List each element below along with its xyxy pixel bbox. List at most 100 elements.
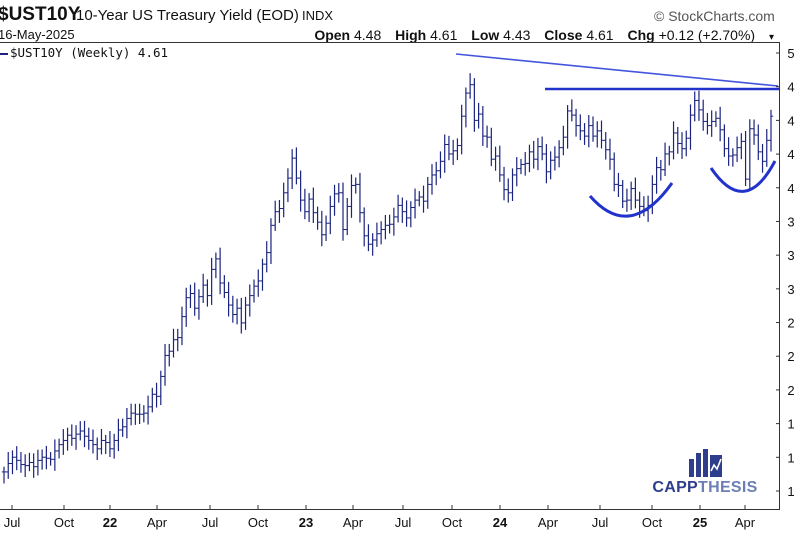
ohlc-bar xyxy=(141,405,147,423)
ohlc-bar xyxy=(612,152,617,192)
ohlc-bar xyxy=(573,108,579,137)
cup-arc-2 xyxy=(709,160,777,193)
ohlc-bar xyxy=(531,140,536,169)
logo-part2: THESIS xyxy=(698,479,758,496)
symbol-label: $UST10Y xyxy=(0,4,81,25)
ohlc-bar xyxy=(472,78,477,132)
ohlc-bar xyxy=(692,91,697,122)
bar-chart-icon xyxy=(689,449,722,477)
ohlc-bar xyxy=(455,138,460,161)
ohlc-bar xyxy=(226,281,231,317)
ohlc-bar xyxy=(124,407,130,439)
ohlc-bar xyxy=(739,133,744,160)
x-tick-label: Apr xyxy=(343,515,364,530)
ohlc-bar xyxy=(688,104,693,150)
close-label: Close xyxy=(544,27,583,43)
ohlc-bar xyxy=(111,433,117,459)
ohlc-bar xyxy=(179,306,185,346)
ohlc-bar xyxy=(14,446,19,471)
y-tick-label: 5 xyxy=(787,46,794,61)
ohlc-bar xyxy=(52,439,58,471)
ohlc-bar xyxy=(158,370,163,406)
ohlc-bar xyxy=(620,180,625,209)
ohlc-bar xyxy=(523,151,528,176)
y-tick-label: 1 xyxy=(787,484,794,499)
ohlc-bar xyxy=(539,136,545,161)
y-tick-label: 3 xyxy=(787,282,794,297)
capp-thesis-logo: CAPPTHESIS xyxy=(645,445,765,505)
ohlc-bar xyxy=(717,106,723,142)
ohlc-bar xyxy=(544,144,549,184)
ohlc-bar xyxy=(162,344,168,386)
ohlc-bar xyxy=(446,135,452,161)
ohlc-bar xyxy=(556,140,562,168)
ohlc-bar xyxy=(230,295,236,323)
ohlc-bar xyxy=(48,452,53,466)
ohlc-bar xyxy=(213,252,219,279)
ohlc-bar xyxy=(590,116,596,142)
brand-link[interactable]: © StockCharts.com xyxy=(654,8,775,24)
ohlc-bar xyxy=(251,279,257,303)
ohlc-bar xyxy=(561,125,566,156)
ohlc-bar xyxy=(200,273,206,303)
ohlc-bar xyxy=(459,104,464,155)
ohlc-bar xyxy=(650,175,655,215)
ohlc-bar xyxy=(39,449,45,470)
ohlc-bar xyxy=(323,215,329,242)
ohlc-bar xyxy=(684,130,689,157)
y-tick-label: 3 xyxy=(787,214,794,229)
x-tick-label: Jul xyxy=(4,515,21,530)
legend-label: $UST10Y (Weekly) 4.61 xyxy=(10,45,169,60)
ohlc-bar xyxy=(760,143,765,173)
ohlc-bar xyxy=(145,395,151,425)
ohlc-bar xyxy=(734,136,740,162)
ohlc-bar xyxy=(671,121,676,160)
y-tick-label: 2 xyxy=(787,383,794,398)
x-tick-label: Oct xyxy=(642,515,663,530)
ohlc-bar xyxy=(442,134,447,173)
x-tick-label: 24 xyxy=(493,515,508,530)
ohlc-bar xyxy=(217,247,223,295)
ohlc-bar xyxy=(205,279,210,307)
ohlc-bar xyxy=(128,403,134,426)
chg-value: +0.12 (+2.70%) xyxy=(658,27,756,43)
ohlc-bar xyxy=(315,206,320,230)
chg-label: Chg xyxy=(627,27,655,43)
x-tick-label: 22 xyxy=(103,515,117,530)
ohlc-bar xyxy=(31,453,36,478)
ohlc-bar xyxy=(268,218,274,264)
ohlc-bar xyxy=(764,129,769,167)
ohlc-bar xyxy=(234,298,240,325)
y-tick-label: 4 xyxy=(787,80,794,95)
ohlc-bar xyxy=(480,106,486,146)
ohlc-bar xyxy=(497,145,502,182)
ohlc-bar xyxy=(586,115,591,148)
ohlc-bar xyxy=(188,284,193,308)
ohlc-bar xyxy=(69,424,75,446)
ohlc-bar xyxy=(434,161,439,186)
ohlc-bar xyxy=(175,328,180,352)
ohlc-bar xyxy=(196,289,202,320)
ohlc-bar xyxy=(137,403,142,425)
x-tick-label: Apr xyxy=(538,515,559,530)
ohlc-bar xyxy=(679,132,685,159)
ohlc-bar xyxy=(82,420,87,448)
low-label: Low xyxy=(471,27,500,43)
ohlc-bar xyxy=(514,157,519,187)
ohlc-bar xyxy=(713,111,719,128)
triangle-down-icon[interactable]: ▾ xyxy=(768,32,774,43)
ohlc-bar xyxy=(709,110,714,137)
ohlc-bar xyxy=(285,168,291,203)
ohlc-bar xyxy=(467,73,473,99)
ohlc-bar xyxy=(768,109,774,152)
ohlc-bar xyxy=(493,146,498,171)
ohlc-bar xyxy=(628,181,634,210)
ohlc-bar xyxy=(107,431,113,458)
x-tick-label: Jul xyxy=(395,515,412,530)
ohlc-bar xyxy=(518,158,524,175)
ohlc-bar xyxy=(484,125,490,148)
x-tick-label: Jul xyxy=(202,515,219,530)
ohlc-bar xyxy=(658,159,664,181)
ohlc-bar xyxy=(476,102,481,129)
